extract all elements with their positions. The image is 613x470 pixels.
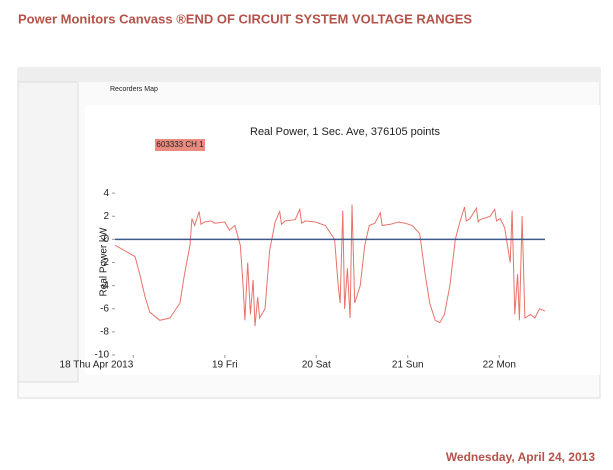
y-tick-label: 2 bbox=[103, 211, 109, 222]
y-tick-label: -2 bbox=[100, 257, 109, 268]
x-tick-label: 19 Fri bbox=[212, 360, 238, 371]
side-panel bbox=[17, 81, 79, 383]
x-tick-label: 21 Sun bbox=[392, 360, 424, 371]
y-tick-label: -6 bbox=[100, 303, 109, 314]
x-tick-label: 20 Sat bbox=[302, 360, 331, 371]
legend-label: 603333 CH 1 bbox=[156, 140, 204, 149]
chart-title: Real Power, 1 Sec. Ave, 376105 points bbox=[250, 126, 440, 138]
series-line bbox=[114, 204, 546, 327]
y-tick-label: -8 bbox=[100, 327, 109, 338]
footer-date: Wednesday, April 24, 2013 bbox=[446, 450, 596, 464]
y-tick-label: -4 bbox=[100, 280, 109, 291]
y-axis-label: Real Power kW bbox=[99, 227, 110, 296]
y-tick-label: -10 bbox=[95, 350, 110, 361]
legend-box bbox=[155, 139, 205, 151]
x-tick-label: 18 Thu Apr 2013 bbox=[60, 360, 134, 371]
tab-label: Recorders Map bbox=[110, 86, 158, 93]
menu-bar bbox=[18, 68, 600, 82]
x-tick-label: 22 Mon bbox=[483, 360, 516, 371]
page-title: Power Monitors Canvass ®END OF CIRCUIT S… bbox=[18, 11, 472, 26]
y-tick-label: 4 bbox=[103, 188, 109, 199]
y-tick-label: 0 bbox=[103, 234, 109, 245]
